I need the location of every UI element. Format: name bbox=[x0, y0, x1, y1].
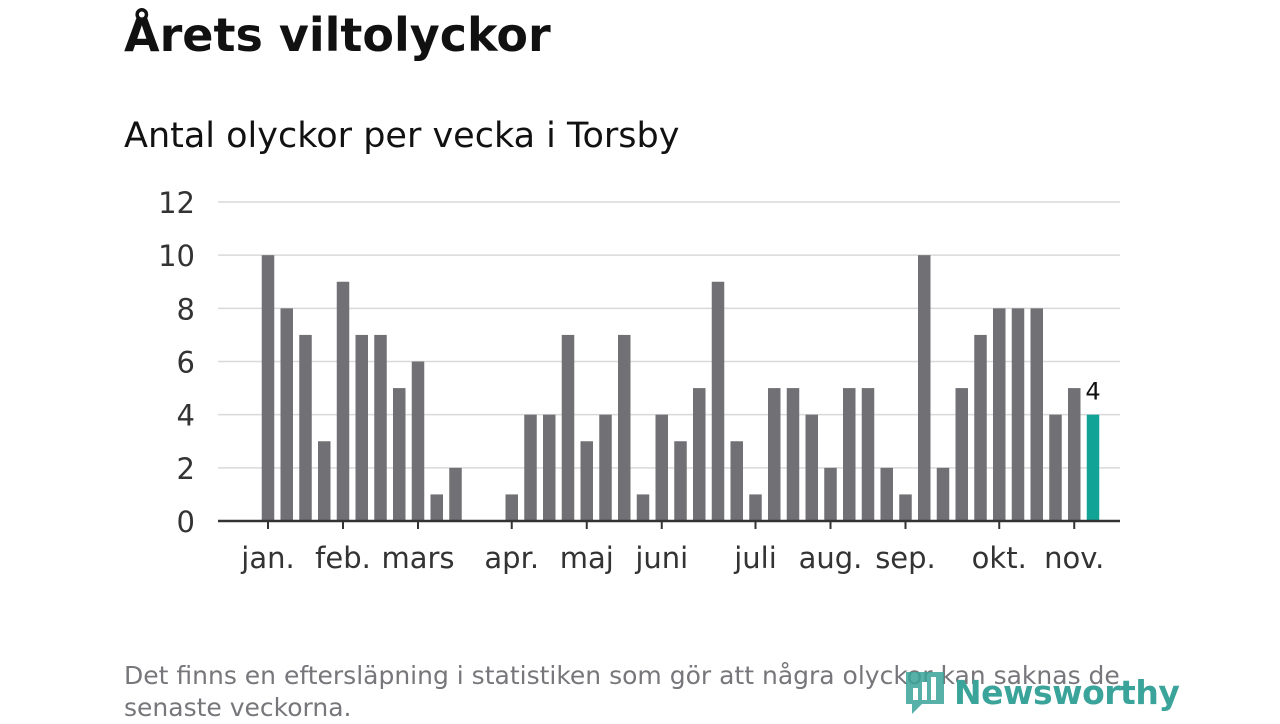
x-tick-label: juli bbox=[733, 541, 777, 575]
y-tick-label: 4 bbox=[177, 399, 195, 433]
x-tick-label: nov. bbox=[1044, 541, 1104, 575]
bar bbox=[861, 388, 875, 521]
bar bbox=[974, 334, 987, 521]
bar bbox=[824, 467, 837, 521]
bar bbox=[299, 334, 312, 521]
x-tick-label: jan. bbox=[240, 541, 294, 575]
bar bbox=[955, 388, 968, 521]
x-tick-label: juni bbox=[634, 541, 688, 575]
x-tick-label: maj bbox=[560, 541, 614, 575]
bar bbox=[1049, 414, 1062, 521]
bar bbox=[411, 361, 425, 521]
bar bbox=[280, 308, 293, 521]
bar bbox=[1068, 388, 1081, 521]
y-tick-label: 0 bbox=[177, 505, 195, 539]
bar bbox=[936, 467, 950, 521]
bar bbox=[1011, 308, 1025, 521]
bar bbox=[655, 414, 668, 521]
bar bbox=[843, 388, 856, 521]
bar bbox=[430, 494, 443, 521]
bar-chart: 0 2 4 6 8 10 12 4 jan. feb. mars apr. maj juni juli aug… bbox=[158, 186, 1120, 575]
y-tick-label: 2 bbox=[177, 452, 195, 486]
bar bbox=[805, 414, 818, 521]
bar bbox=[918, 255, 931, 521]
bar bbox=[730, 441, 743, 521]
bar bbox=[674, 441, 687, 521]
chart-subtitle: Antal olyckor per vecka i Torsby bbox=[124, 116, 680, 156]
bar bbox=[618, 334, 631, 521]
bar bbox=[336, 281, 350, 521]
bar bbox=[393, 388, 406, 521]
y-tick-label: 6 bbox=[177, 346, 195, 380]
highlight-value-label: 4 bbox=[1085, 378, 1100, 406]
bar bbox=[505, 494, 518, 521]
y-tick-label: 10 bbox=[158, 239, 195, 273]
bar bbox=[449, 467, 462, 521]
footnote: Det finns en eftersläpning i statistiken… bbox=[124, 661, 1120, 722]
bar bbox=[711, 281, 725, 521]
bar bbox=[1030, 308, 1043, 521]
logo-text: Newsworthy bbox=[954, 672, 1180, 712]
chart-title: Årets viltolyckor bbox=[124, 8, 551, 62]
bar bbox=[749, 494, 762, 521]
x-tick-label: feb. bbox=[315, 541, 371, 575]
bar bbox=[636, 494, 650, 521]
bar bbox=[880, 467, 893, 521]
bar bbox=[580, 441, 593, 521]
x-tick-label: sep. bbox=[875, 541, 936, 575]
x-tick-label: mars bbox=[381, 541, 454, 575]
bar bbox=[355, 334, 368, 521]
bar bbox=[993, 308, 1006, 521]
bar bbox=[768, 388, 781, 521]
x-tick-label: aug. bbox=[799, 541, 863, 575]
x-tick-label: okt. bbox=[972, 541, 1027, 575]
bar bbox=[374, 334, 387, 521]
bar bbox=[786, 388, 800, 521]
bar bbox=[261, 255, 275, 521]
bar bbox=[524, 414, 537, 521]
bar bbox=[599, 414, 612, 521]
y-tick-label: 12 bbox=[158, 186, 195, 220]
bar bbox=[899, 494, 912, 521]
bar-highlight bbox=[1086, 414, 1100, 521]
bar bbox=[543, 414, 556, 521]
bar bbox=[561, 334, 575, 521]
bar bbox=[693, 388, 706, 521]
x-tick-label: apr. bbox=[484, 541, 539, 575]
y-tick-label: 8 bbox=[177, 292, 195, 326]
bar bbox=[318, 441, 331, 521]
newsworthy-logo: Newsworthy bbox=[902, 668, 1180, 716]
bar-chart-icon bbox=[906, 672, 944, 714]
